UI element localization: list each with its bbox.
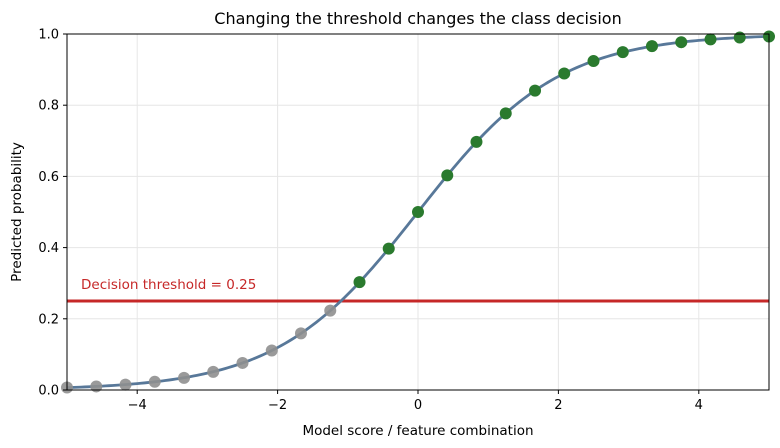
data-point-positive	[382, 242, 395, 255]
threshold-label: Decision threshold = 0.25	[81, 277, 256, 293]
data-point-positive	[616, 46, 629, 59]
axis-ticks: −4 −2 0 2 4 0.0 0.2 0.4 0.6 0.8 1.0	[38, 28, 703, 414]
x-tick-label: 0	[414, 398, 422, 413]
data-point-negative	[294, 327, 307, 340]
data-point-negative	[178, 371, 191, 384]
data-point-positive	[645, 40, 658, 53]
data-point-positive	[441, 169, 454, 182]
x-tick-label: 4	[695, 398, 703, 413]
data-point-positive	[470, 135, 483, 148]
x-tick-label: −4	[128, 398, 147, 413]
data-point-positive	[499, 107, 512, 120]
y-tick-label: 0.8	[38, 99, 59, 114]
data-point-positive	[587, 55, 600, 68]
x-tick-label: 2	[554, 398, 562, 413]
data-point-positive	[558, 67, 571, 80]
data-point-negative	[236, 356, 249, 369]
data-point-positive	[675, 36, 688, 49]
data-point-positive	[412, 206, 424, 218]
data-point-positive	[704, 33, 717, 46]
y-tick-label: 0.6	[38, 170, 59, 185]
data-point-negative	[148, 375, 161, 388]
y-tick-label: 0.2	[38, 312, 59, 327]
data-point-negative	[207, 365, 220, 378]
data-point-positive	[353, 276, 366, 289]
y-tick-label: 0.0	[38, 384, 59, 399]
x-tick-label: −2	[268, 398, 287, 413]
y-axis-label: Predicted probability	[9, 142, 25, 282]
data-point-positive	[529, 84, 542, 97]
y-tick-label: 1.0	[38, 28, 59, 43]
data-point-negative	[90, 380, 103, 393]
plot-marks	[61, 30, 775, 394]
x-axis-label: Model score / feature combination	[302, 423, 533, 439]
chart-title: Changing the threshold changes the class…	[214, 9, 621, 28]
y-tick-label: 0.4	[38, 241, 59, 256]
data-point-negative	[119, 378, 132, 391]
data-point-positive	[733, 31, 746, 44]
data-point-negative	[324, 304, 337, 317]
data-point-negative	[265, 344, 278, 357]
